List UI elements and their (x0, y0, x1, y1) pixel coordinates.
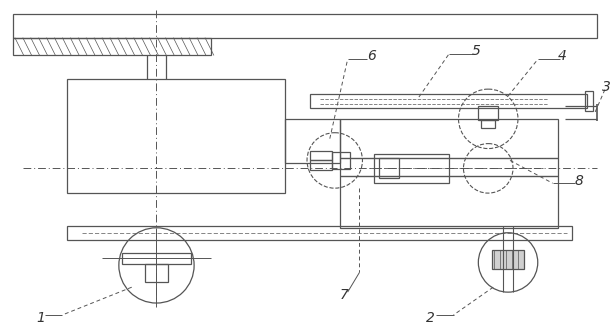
Text: 2: 2 (426, 311, 436, 325)
Bar (332, 152, 350, 169)
Text: 7: 7 (340, 288, 349, 302)
Bar (285, 119, 339, 163)
Text: 5: 5 (472, 44, 481, 58)
Bar (310, 94, 587, 108)
Text: 4: 4 (558, 50, 567, 64)
Bar (13, 14, 597, 37)
Bar (492, 250, 524, 269)
Text: 3: 3 (602, 80, 610, 94)
Bar (67, 226, 572, 240)
Bar (375, 154, 448, 183)
Bar (310, 160, 332, 170)
Bar (145, 264, 168, 282)
Bar (67, 79, 285, 193)
Bar (13, 37, 211, 55)
Text: 1: 1 (36, 311, 45, 325)
Bar (479, 106, 498, 120)
Bar (339, 119, 557, 228)
Bar (310, 151, 332, 160)
Bar (585, 91, 593, 111)
Bar (481, 120, 495, 128)
Text: 6: 6 (367, 50, 376, 64)
Text: 8: 8 (575, 174, 584, 188)
Bar (379, 158, 399, 178)
Bar (122, 253, 191, 264)
